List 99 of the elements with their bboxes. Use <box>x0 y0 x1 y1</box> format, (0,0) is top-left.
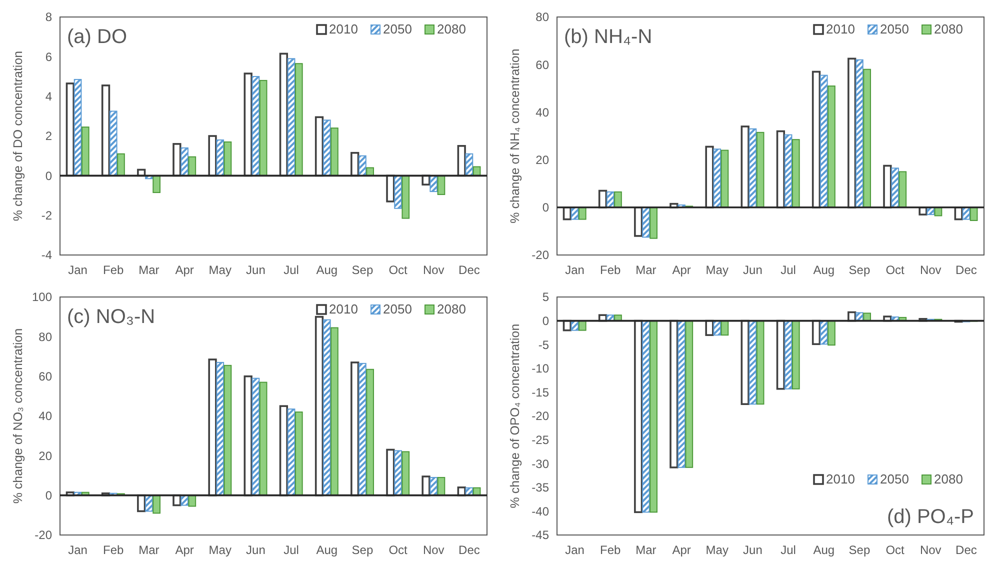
x-tick-label: Sep <box>352 543 374 557</box>
x-tick-label: Sep <box>848 543 870 557</box>
y-tick-label: 20 <box>536 153 550 167</box>
y-axis-title: % change of DO concentration <box>11 50 25 222</box>
y-tick-label: -20 <box>532 248 550 262</box>
x-tick-label: Nov <box>920 263 942 277</box>
x-tick-label: Jul <box>284 543 299 557</box>
y-tick-label: -4 <box>41 248 52 262</box>
x-tick-label: Dec <box>956 263 977 277</box>
chart-title: (b) NH₄-N <box>564 26 652 48</box>
y-tick-label: 0 <box>542 314 550 328</box>
x-tick-label: Jun <box>246 263 266 277</box>
y-tick-label: 40 <box>38 409 52 424</box>
x-tick-label: Jan <box>68 263 88 277</box>
text: (d) PO₄-P <box>886 506 974 528</box>
y-tick-label: -10 <box>532 362 550 376</box>
x-tick-label: Aug <box>316 543 338 557</box>
x-tick-label: May <box>208 263 232 277</box>
x-tick-label: Oct <box>886 263 906 277</box>
x-tick-label: Mar <box>636 263 656 277</box>
x-tick-label: Apr <box>672 543 691 557</box>
y-tick-label: 2 <box>45 129 52 144</box>
x-tick-label: Aug <box>813 543 835 557</box>
y-tick-label: 60 <box>38 370 52 384</box>
x-tick-label: Aug <box>813 263 835 277</box>
y-tick-label: -40 <box>532 504 550 518</box>
y-tick-label: 40 <box>536 105 550 120</box>
x-tick-label: Mar <box>138 543 160 557</box>
x-tick-label: Nov <box>422 543 444 557</box>
legend-label: 2080 <box>934 22 963 37</box>
x-tick-label: Nov <box>920 543 942 557</box>
x-tick-label: May <box>208 543 232 557</box>
x-tick-label: Jan <box>565 263 584 277</box>
y-tick-label: 5 <box>542 290 550 304</box>
legend-label: 2050 <box>880 22 909 37</box>
y-tick-label: -25 <box>532 433 550 447</box>
y-tick-label: 100 <box>32 290 52 304</box>
x-tick-label: Dec <box>458 263 480 277</box>
x-tick-label: Aug <box>316 263 338 277</box>
x-tick-label: Feb <box>103 543 124 557</box>
chart-title: (a) DO <box>67 26 127 48</box>
legend-label: 2050 <box>383 302 412 317</box>
y-tick-label: 20 <box>38 448 52 463</box>
legend-label: 2010 <box>826 22 855 37</box>
chart-title: (c) NO₃-N <box>67 306 156 328</box>
x-tick-label: Jul <box>780 263 796 277</box>
x-tick-label: Nov <box>422 263 444 277</box>
y-tick-label: 4 <box>45 90 52 104</box>
x-tick-label: Oct <box>388 263 408 277</box>
y-tick-label: -20 <box>532 409 550 424</box>
y-tick-label: -45 <box>532 528 550 542</box>
x-tick-label: Apr <box>672 263 691 277</box>
x-tick-label: Jan <box>68 543 88 557</box>
y-tick-label: -20 <box>34 528 52 542</box>
legend-label: 2080 <box>437 302 466 317</box>
x-tick-label: Dec <box>458 543 480 557</box>
legend-label: 2010 <box>329 22 358 37</box>
x-tick-label: May <box>706 263 728 277</box>
legend-label: 2080 <box>934 472 963 487</box>
y-tick-label: 0 <box>542 200 550 215</box>
y-tick-label: -15 <box>532 385 550 400</box>
x-tick-label: Sep <box>352 263 374 277</box>
x-tick-label: Mar <box>636 543 656 557</box>
legend-label: 2080 <box>437 22 466 37</box>
y-tick-label: -2 <box>41 208 52 223</box>
y-tick-label: 6 <box>45 50 52 64</box>
legend-label: 2010 <box>826 472 855 487</box>
y-tick-label: 0 <box>45 168 52 183</box>
x-tick-label: Mar <box>138 263 160 277</box>
x-tick-label: Feb <box>103 263 124 277</box>
x-tick-label: Sep <box>848 263 870 277</box>
y-tick-label: -5 <box>538 338 550 352</box>
x-tick-label: Apr <box>175 543 194 557</box>
y-tick-label: -35 <box>532 480 550 495</box>
legend-label: 2050 <box>880 472 909 487</box>
x-tick-label: Apr <box>175 263 194 277</box>
x-tick-label: Jul <box>284 263 299 277</box>
y-axis-title: % change of NO₃ concentration <box>11 328 25 504</box>
y-axis-title: % change of NH₄ concentration <box>508 48 522 224</box>
x-tick-label: Jul <box>780 543 796 557</box>
x-tick-label: Dec <box>956 543 977 557</box>
y-tick-label: 80 <box>536 10 550 24</box>
y-tick-label: 0 <box>45 488 52 503</box>
x-tick-label: Jan <box>565 543 584 557</box>
x-tick-label: Oct <box>886 543 906 557</box>
legend-label: 2010 <box>329 302 358 317</box>
x-tick-label: Jun <box>743 263 762 277</box>
legend-label: 2050 <box>383 22 412 37</box>
x-tick-label: May <box>706 543 728 557</box>
x-tick-label: Oct <box>388 543 408 557</box>
x-tick-label: Feb <box>600 543 622 557</box>
y-tick-label: 8 <box>45 10 52 24</box>
x-tick-label: Feb <box>600 263 622 277</box>
x-tick-label: Jun <box>743 543 762 557</box>
y-tick-label: 80 <box>38 330 52 344</box>
y-axis-title: % change of OPO₄ concentration <box>508 324 522 508</box>
y-tick-label: 60 <box>536 58 550 72</box>
y-tick-label: -30 <box>532 456 550 471</box>
x-tick-label: Jun <box>246 543 266 557</box>
